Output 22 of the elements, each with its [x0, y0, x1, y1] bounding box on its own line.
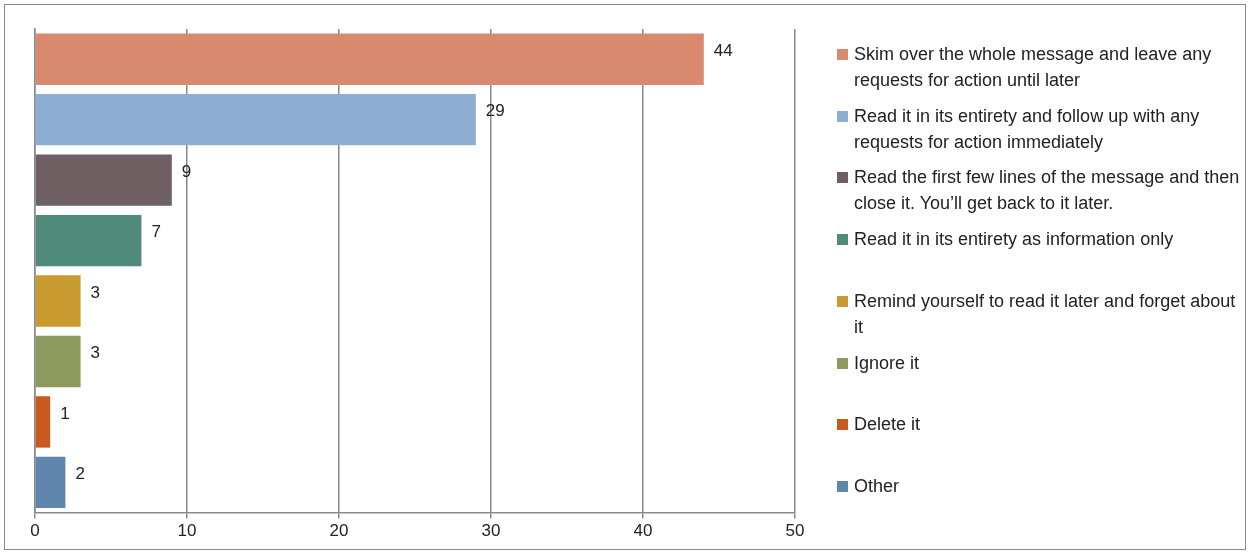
- legend-label: Skim over the whole message and leave any requests for action until later: [854, 43, 1213, 92]
- legend-label: Read the first few lines of the message and then close it. You’ll get back to it later.: [854, 166, 1241, 216]
- data-label: 7: [151, 222, 161, 242]
- legend-label: Delete it: [854, 413, 921, 437]
- x-tick-label: 20: [329, 521, 349, 541]
- data-label: 29: [485, 101, 505, 121]
- legend-label: Read it in its entirety as information only: [854, 228, 1174, 252]
- data-label: 44: [713, 40, 733, 60]
- data-label: 3: [90, 282, 101, 302]
- data-label: 1: [60, 403, 70, 423]
- data-label: 9: [181, 161, 192, 181]
- legend-label: Remind yourself to read it later and forget about it: [854, 289, 1237, 339]
- data-label: 3: [90, 343, 101, 363]
- x-tick-label: 10: [177, 521, 197, 541]
- data-label: 2: [75, 464, 85, 484]
- legend-label: Ignore it: [854, 351, 920, 375]
- x-tick-label: 50: [785, 521, 805, 541]
- legend-label: Read it in its entirety and follow up with any requests for action immediately: [854, 104, 1201, 154]
- x-tick-label: 30: [481, 521, 501, 541]
- x-tick-label: 0: [30, 521, 40, 541]
- legend-label: Other: [854, 474, 900, 498]
- x-tick-label: 40: [633, 521, 653, 541]
